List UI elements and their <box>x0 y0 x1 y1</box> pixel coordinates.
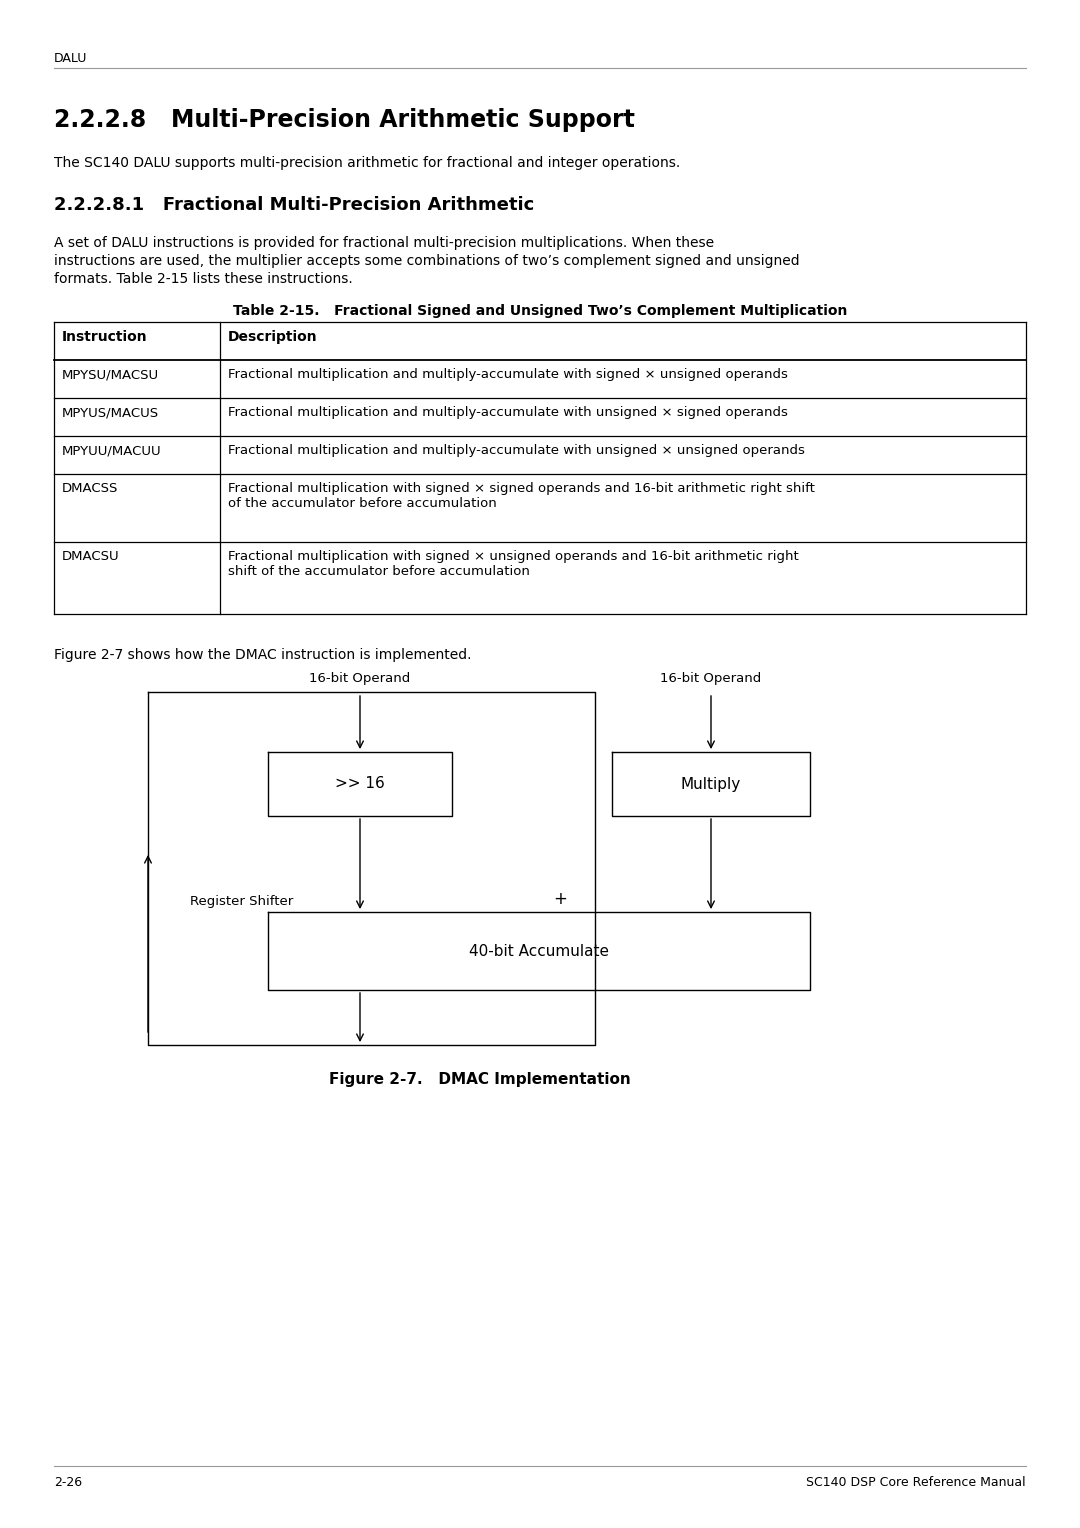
Text: MPYSU/MACSU: MPYSU/MACSU <box>62 368 159 380</box>
Text: The SC140 DALU supports multi-precision arithmetic for fractional and integer op: The SC140 DALU supports multi-precision … <box>54 156 680 170</box>
Text: instructions are used, the multiplier accepts some combinations of two’s complem: instructions are used, the multiplier ac… <box>54 254 799 267</box>
Text: 16-bit Operand: 16-bit Operand <box>660 672 761 685</box>
Text: Fractional multiplication and multiply-accumulate with unsigned × unsigned opera: Fractional multiplication and multiply-a… <box>228 445 805 457</box>
Text: Register Shifter: Register Shifter <box>190 895 294 908</box>
Text: 40-bit Accumulate: 40-bit Accumulate <box>469 943 609 958</box>
Text: Fractional multiplication with signed × signed operands and 16-bit arithmetic ri: Fractional multiplication with signed × … <box>228 481 815 510</box>
Text: +: + <box>553 889 567 908</box>
Text: Table 2-15.   Fractional Signed and Unsigned Two’s Complement Multiplication: Table 2-15. Fractional Signed and Unsign… <box>233 304 847 318</box>
Text: A set of DALU instructions is provided for fractional multi-precision multiplica: A set of DALU instructions is provided f… <box>54 235 714 251</box>
Text: 2.2.2.8.1   Fractional Multi-Precision Arithmetic: 2.2.2.8.1 Fractional Multi-Precision Ari… <box>54 196 535 214</box>
Text: Fractional multiplication and multiply-accumulate with signed × unsigned operand: Fractional multiplication and multiply-a… <box>228 368 788 380</box>
Text: formats. Table 2-15 lists these instructions.: formats. Table 2-15 lists these instruct… <box>54 272 353 286</box>
Text: Multiply: Multiply <box>680 776 741 792</box>
Text: >> 16: >> 16 <box>335 776 384 792</box>
Text: 2-26: 2-26 <box>54 1476 82 1488</box>
Text: DMACSS: DMACSS <box>62 481 119 495</box>
Text: DALU: DALU <box>54 52 87 66</box>
Text: Instruction: Instruction <box>62 330 148 344</box>
Text: Figure 2-7 shows how the DMAC instruction is implemented.: Figure 2-7 shows how the DMAC instructio… <box>54 648 472 662</box>
Text: Figure 2-7.   DMAC Implementation: Figure 2-7. DMAC Implementation <box>329 1073 631 1086</box>
Text: Fractional multiplication with signed × unsigned operands and 16-bit arithmetic : Fractional multiplication with signed × … <box>228 550 799 578</box>
Text: MPYUU/MACUU: MPYUU/MACUU <box>62 445 162 457</box>
Text: SC140 DSP Core Reference Manual: SC140 DSP Core Reference Manual <box>807 1476 1026 1488</box>
Text: 16-bit Operand: 16-bit Operand <box>309 672 410 685</box>
Text: Description: Description <box>228 330 318 344</box>
Text: 2.2.2.8   Multi-Precision Arithmetic Support: 2.2.2.8 Multi-Precision Arithmetic Suppo… <box>54 108 635 131</box>
Text: Fractional multiplication and multiply-accumulate with unsigned × signed operand: Fractional multiplication and multiply-a… <box>228 406 788 419</box>
Text: DMACSU: DMACSU <box>62 550 120 562</box>
Text: MPYUS/MACUS: MPYUS/MACUS <box>62 406 159 419</box>
